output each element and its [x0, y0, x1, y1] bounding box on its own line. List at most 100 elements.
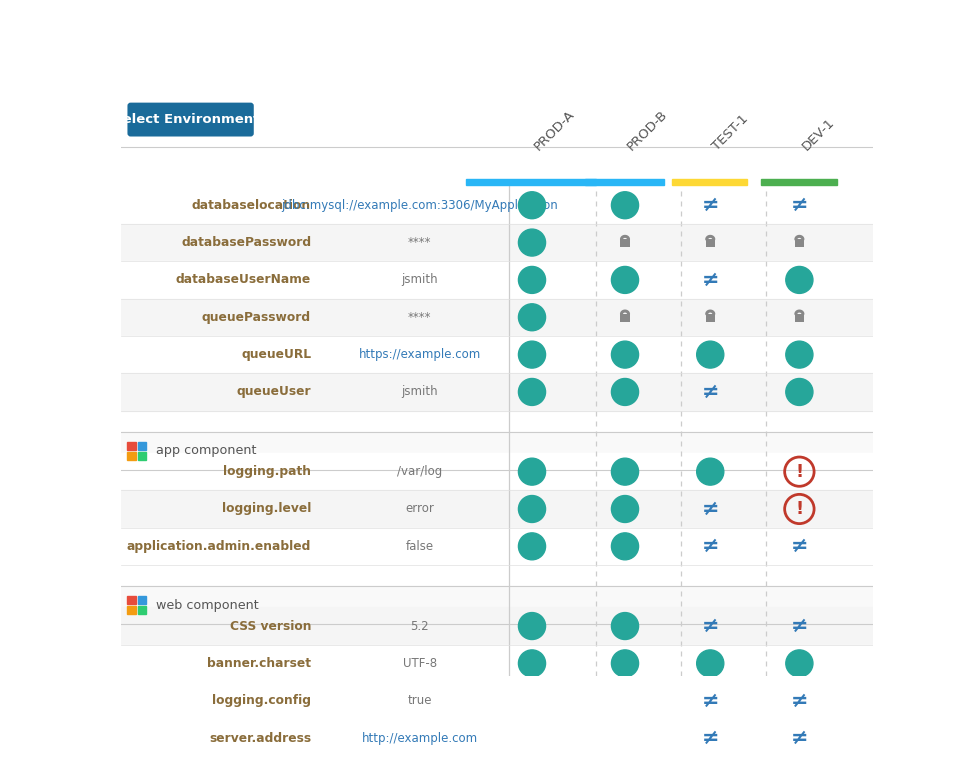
Circle shape	[610, 496, 638, 522]
Circle shape	[610, 725, 638, 751]
Circle shape	[610, 533, 638, 560]
Text: ≠: ≠	[790, 728, 807, 748]
Circle shape	[785, 379, 812, 405]
Bar	[466, 179, 596, 185]
Text: UTF-8: UTF-8	[402, 657, 436, 670]
Text: ****: ****	[407, 236, 431, 249]
Text: ≠: ≠	[701, 195, 718, 216]
Text: ≠: ≠	[790, 537, 807, 556]
Bar	[121, 187, 872, 224]
Text: databaseUserName: databaseUserName	[175, 273, 311, 286]
Text: queueUser: queueUser	[236, 386, 311, 398]
Circle shape	[517, 341, 545, 368]
Circle shape	[610, 613, 638, 640]
Bar	[121, 432, 872, 470]
Text: ≠: ≠	[701, 728, 718, 748]
Text: ≠: ≠	[701, 382, 718, 402]
Bar	[760, 179, 835, 185]
Bar	[620, 239, 629, 247]
Circle shape	[610, 192, 638, 219]
Text: !: !	[795, 463, 802, 480]
Text: queuePassword: queuePassword	[202, 310, 311, 324]
Bar	[121, 261, 872, 298]
Circle shape	[696, 458, 723, 485]
Text: ****: ****	[407, 310, 431, 324]
Text: ≠: ≠	[701, 499, 718, 519]
Text: app component: app component	[156, 444, 257, 458]
Text: web component: web component	[156, 599, 259, 612]
Text: server.address: server.address	[208, 732, 311, 745]
Bar	[121, 224, 872, 261]
Circle shape	[785, 341, 812, 368]
Bar	[138, 606, 146, 615]
Circle shape	[610, 379, 638, 405]
Bar	[138, 596, 146, 604]
Text: application.admin.enabled: application.admin.enabled	[127, 540, 311, 553]
FancyBboxPatch shape	[127, 102, 254, 137]
Circle shape	[610, 266, 638, 294]
Text: ≠: ≠	[701, 537, 718, 556]
Circle shape	[696, 650, 723, 677]
Bar	[127, 442, 136, 450]
Text: ≠: ≠	[701, 691, 718, 710]
Text: jsmith: jsmith	[401, 386, 437, 398]
Circle shape	[517, 458, 545, 485]
Circle shape	[517, 725, 545, 751]
Circle shape	[517, 379, 545, 405]
Text: !: !	[795, 500, 802, 518]
Bar	[127, 596, 136, 604]
Bar	[127, 606, 136, 615]
Circle shape	[517, 304, 545, 331]
Circle shape	[517, 496, 545, 522]
Text: DEV-1: DEV-1	[798, 115, 836, 153]
Bar	[121, 607, 872, 644]
Text: ≠: ≠	[790, 691, 807, 710]
Text: Select Environments: Select Environments	[113, 113, 267, 126]
Bar	[584, 179, 663, 185]
Circle shape	[696, 341, 723, 368]
Bar	[121, 336, 872, 373]
Bar	[121, 373, 872, 411]
Circle shape	[610, 341, 638, 368]
Circle shape	[517, 192, 545, 219]
Circle shape	[517, 650, 545, 677]
Text: 5.2: 5.2	[410, 619, 428, 632]
Circle shape	[517, 266, 545, 294]
Text: queueURL: queueURL	[240, 348, 311, 361]
Bar	[794, 239, 803, 247]
Circle shape	[517, 687, 545, 714]
Text: databasePassword: databasePassword	[181, 236, 311, 249]
Circle shape	[610, 687, 638, 714]
Bar	[121, 490, 872, 528]
Bar	[705, 314, 714, 322]
Text: logging.path: logging.path	[223, 465, 311, 478]
Bar	[121, 644, 872, 682]
Text: CSS version: CSS version	[230, 619, 311, 632]
Text: databaselocation: databaselocation	[192, 199, 311, 212]
Text: PROD-B: PROD-B	[624, 107, 670, 153]
Bar	[138, 442, 146, 450]
Bar	[121, 720, 872, 757]
Text: false: false	[405, 540, 433, 553]
Bar	[121, 453, 872, 490]
Circle shape	[785, 266, 812, 294]
Text: https://example.com: https://example.com	[359, 348, 481, 361]
Bar	[121, 757, 872, 759]
Bar	[121, 298, 872, 336]
Text: ≠: ≠	[790, 195, 807, 216]
Bar	[121, 682, 872, 720]
Text: jsmith: jsmith	[401, 273, 437, 286]
Circle shape	[517, 533, 545, 560]
Bar	[620, 314, 629, 322]
Text: http://example.com: http://example.com	[361, 732, 477, 745]
Circle shape	[610, 650, 638, 677]
Text: jdbc:mysql://example.com:3306/MyApplication: jdbc:mysql://example.com:3306/MyApplicat…	[281, 199, 557, 212]
Text: /var/log: /var/log	[396, 465, 442, 478]
Text: banner.charset: banner.charset	[207, 657, 311, 670]
Bar	[121, 586, 872, 625]
Circle shape	[785, 650, 812, 677]
Bar	[127, 452, 136, 460]
Bar	[121, 528, 872, 565]
Text: ≠: ≠	[701, 270, 718, 290]
Text: ≠: ≠	[790, 616, 807, 636]
